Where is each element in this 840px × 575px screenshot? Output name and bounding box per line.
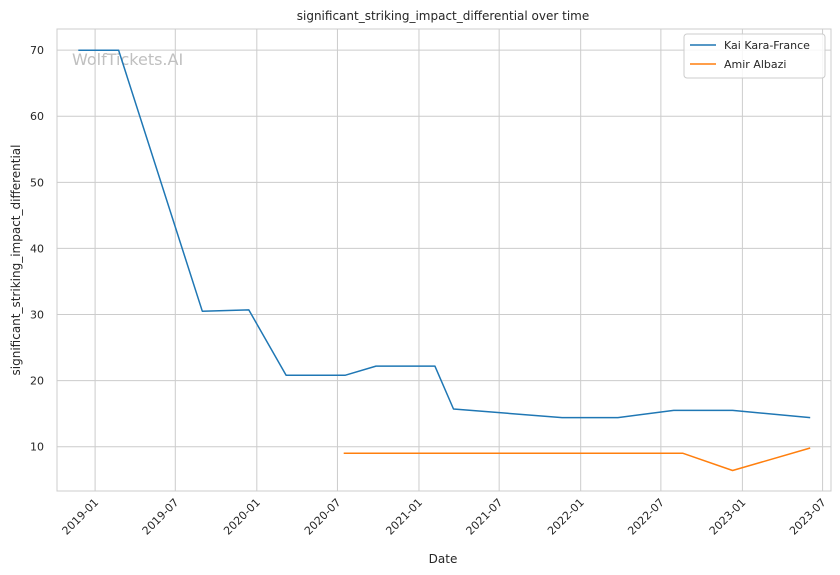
watermark: WolfTickets.AI [72,50,183,69]
y-tick-label: 60 [30,110,44,123]
series-lines [78,49,811,472]
x-tick-label: 2023-01 [707,496,749,538]
y-axis: 10 20 30 40 50 60 70 [30,44,44,454]
x-tick-label: 2019-07 [140,496,182,538]
x-tick-label: 2022-01 [545,496,587,538]
legend-entry: Kai Kara-France [724,39,810,52]
y-tick-label: 30 [30,309,44,322]
x-axis-label: Date [429,552,458,566]
x-tick-label: 2022-07 [625,496,667,538]
y-tick-label: 20 [30,375,44,388]
x-tick-label: 2020-01 [221,496,263,538]
legend-entry: Amir Albazi [724,58,786,71]
x-tick-label: 2019-01 [60,496,102,538]
x-axis: 2019-01 2019-07 2020-01 2020-07 2021-01 2021-… [60,496,829,538]
y-tick-label: 70 [30,44,44,57]
grid [57,29,831,491]
legend-box [683,33,826,79]
y-tick-label: 10 [30,441,44,454]
y-tick-label: 50 [30,176,44,189]
x-tick-label: 2020-07 [302,496,344,538]
y-axis-label: significant_striking_impact_differential [9,145,23,376]
legend: Kai Kara-France Amir Albazi [683,33,826,79]
series-line-0 [78,49,811,419]
plot-area [56,28,832,492]
y-tick-label: 40 [30,242,44,255]
series-line-1 [343,447,811,472]
x-tick-label: 2021-07 [464,496,506,538]
x-tick-label: 2021-01 [383,496,425,538]
chart-title: significant_striking_impact_differential… [297,9,589,23]
x-tick-label: 2023-07 [787,496,829,538]
